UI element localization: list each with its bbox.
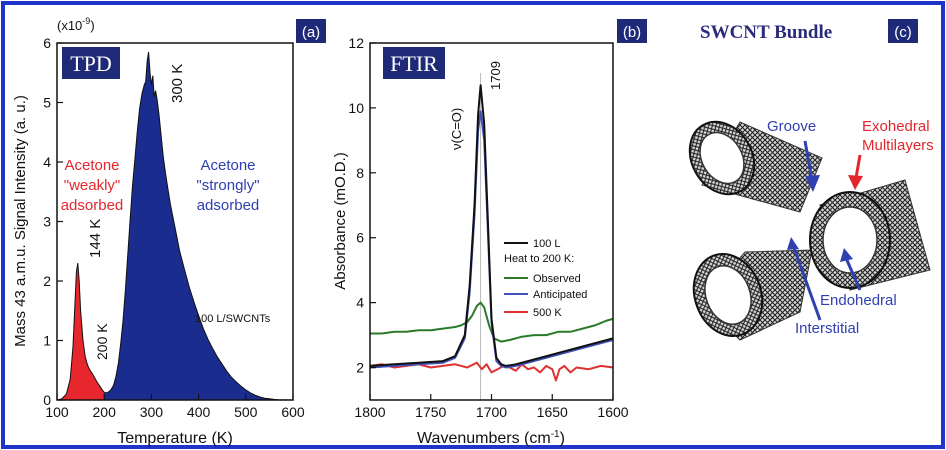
nanotube-right xyxy=(809,179,931,291)
legend-observed: Observed xyxy=(533,273,581,285)
ftir-ytick-label: 2 xyxy=(356,360,364,376)
weak-line3: adsorbed xyxy=(61,197,124,214)
groove-label: Groove xyxy=(767,118,816,135)
exo-arrow xyxy=(854,154,862,179)
tpd-ytick-label: 0 xyxy=(43,392,51,408)
ftir-plot-area xyxy=(369,73,614,400)
endo-label: Endohedral xyxy=(820,292,897,309)
ftir-ytick-label: 4 xyxy=(356,295,364,311)
tpd-xtick-label: 300 xyxy=(140,404,164,420)
legend-100L: 100 L xyxy=(533,238,561,250)
strong-line1: Acetone xyxy=(200,157,255,174)
panel-c-label: (c) xyxy=(894,24,912,41)
ftir-xtick-label: 1600 xyxy=(597,404,628,420)
tpd-ytick-label: 5 xyxy=(43,95,51,111)
strong-line2: "strongly" xyxy=(196,177,259,194)
peak-1709-label: 1709 xyxy=(488,61,503,90)
groove-arrow xyxy=(803,140,814,181)
panel-c-label-box xyxy=(888,19,918,43)
ftir-ytick-label: 8 xyxy=(356,165,364,181)
peak-144-label: 144 K xyxy=(87,219,104,258)
ftir-xtick-label: 1800 xyxy=(354,404,385,420)
legend-anticipated: Anticipated xyxy=(533,289,587,301)
tpd-xlabel: Temperature (K) xyxy=(117,430,233,447)
tpd-ytick-label: 3 xyxy=(43,214,51,230)
tpd-xtick-label: 600 xyxy=(281,404,305,420)
panel-b: 1800 1750 1700 1650 1600 2 4 6 8 10 12 FTIR (b) ν(… xyxy=(332,19,647,447)
ftir-axes-frame xyxy=(369,42,614,401)
tpd-xtick-label: 400 xyxy=(187,404,211,420)
exo-label2: Multilayers xyxy=(862,137,934,154)
strong-desorption-area xyxy=(104,51,293,401)
tpd-exponent: (x10-9) xyxy=(57,16,95,33)
inter-label: Interstitial xyxy=(795,320,859,337)
ftir-xtick-label: 1650 xyxy=(537,404,568,420)
tpd-ytick-label: 1 xyxy=(43,333,51,349)
endo-arrow xyxy=(844,257,862,291)
strong-line3: adsorbed xyxy=(197,197,260,214)
ftir-ytick-label: 12 xyxy=(348,35,364,51)
ftir-ytick-label: 6 xyxy=(356,230,364,246)
dose-label: 100 L/SWCNTs xyxy=(195,313,271,325)
bundle-title: SWCNT Bundle xyxy=(700,22,832,43)
tpd-plot-area xyxy=(56,51,294,401)
weak-line2: "weakly" xyxy=(64,177,121,194)
nanotube-top-left xyxy=(688,120,823,213)
tpd-xtick-label: 200 xyxy=(93,404,117,420)
tpd-ytick-label: 2 xyxy=(43,273,51,289)
ftir-ytick-label: 10 xyxy=(348,100,364,116)
tpd-xtick-label: 100 xyxy=(45,404,69,420)
ftir-xlabel: Wavenumbers (cm-1) xyxy=(417,429,565,447)
weak-line1: Acetone xyxy=(64,157,119,174)
min-200-label: 200 K xyxy=(94,323,110,360)
ftir-legend: 100 L Heat to 200 K: Observed Anticipate… xyxy=(504,238,587,319)
tpd-badge-box xyxy=(62,47,120,79)
tpd-badge: TPD xyxy=(70,51,112,76)
tpd-ticks: 100 200 300 400 500 600 0 1 2 3 4 5 6 xyxy=(43,35,305,420)
tpd-ylabel: Mass 43 a.m.u. Signal Intensity (a. u.) xyxy=(12,95,29,347)
tpd-xtick-label: 500 xyxy=(234,404,258,420)
series-anticipated xyxy=(369,110,614,369)
series-observed xyxy=(370,301,614,343)
peak-300-label: 300 K xyxy=(169,64,186,103)
panel-a: 100 200 300 400 500 600 0 1 2 3 4 5 6 (x10-9) TPD (a… xyxy=(12,16,326,447)
tpd-curve xyxy=(56,51,294,401)
mode-label: ν(C=O) xyxy=(449,108,464,150)
legend-500K: 500 K xyxy=(533,307,562,319)
panel-a-label: (a) xyxy=(302,24,320,41)
inter-arrow xyxy=(791,244,822,321)
ftir-badge: FTIR xyxy=(390,51,438,76)
ftir-badge-box xyxy=(383,47,445,79)
exo-label1: Exohedral xyxy=(862,118,930,135)
ftir-xtick-label: 1700 xyxy=(476,404,507,420)
panel-b-label: (b) xyxy=(623,24,641,41)
weak-desorption-area xyxy=(57,263,105,400)
series-100L xyxy=(369,84,614,367)
tpd-ytick-label: 4 xyxy=(43,154,51,170)
ftir-xtick-label: 1750 xyxy=(415,404,446,420)
tpd-ytick-label: 6 xyxy=(43,35,51,51)
ftir-ylabel: Absorbance (mO.D.) xyxy=(332,152,349,290)
legend-heading: Heat to 200 K: xyxy=(504,253,574,265)
ftir-ticks: 1800 1750 1700 1650 1600 2 4 6 8 10 12 xyxy=(348,35,628,420)
panel-a-label-box xyxy=(296,19,326,43)
panel-c: SWCNT Bundle (c) Groove xyxy=(688,19,934,341)
nanotube-bottom-left xyxy=(692,249,813,341)
panel-b-label-box xyxy=(617,19,647,43)
